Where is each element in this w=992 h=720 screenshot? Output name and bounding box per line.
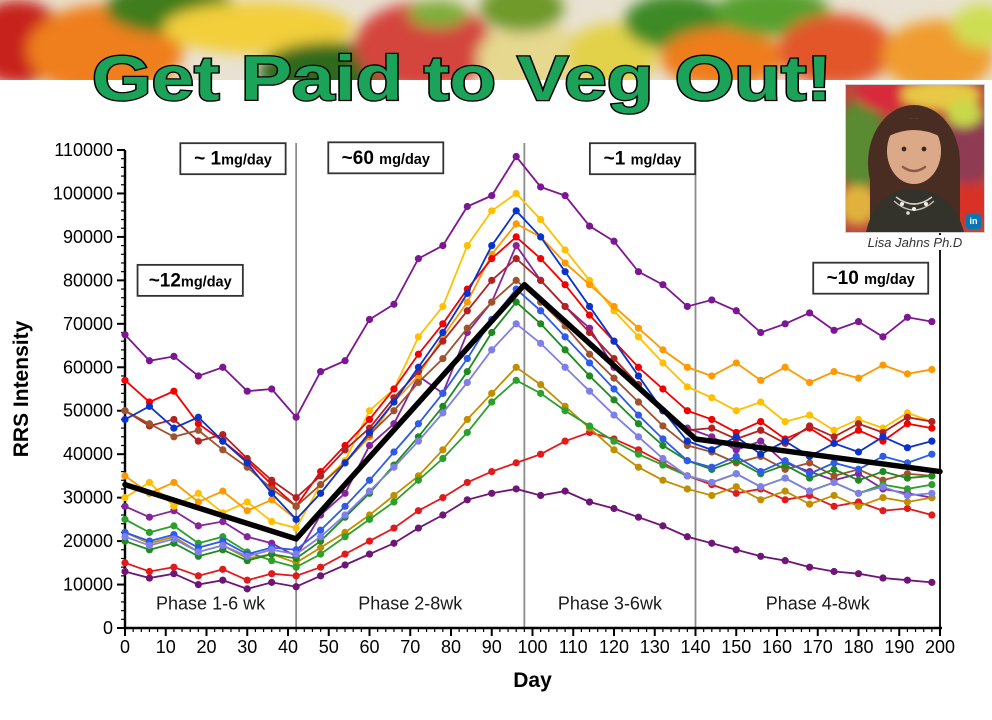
portrait-art [834, 75, 992, 232]
dose-annotation-box [179, 142, 287, 176]
phase-label: Phase 3-6wk [558, 593, 663, 613]
series-line [124, 300, 932, 562]
x-tick-label: 50 [319, 637, 339, 657]
y-axis-title: RRS Intensity [10, 320, 33, 457]
y-tick-label: 110000 [54, 140, 113, 160]
series-line [124, 322, 932, 558]
series-line [124, 222, 933, 521]
x-tick-label: 70 [400, 637, 420, 657]
produce-banner-image [0, 0, 992, 80]
x-tick-label: 130 [640, 637, 670, 657]
x-tick-label: 0 [120, 637, 130, 657]
series-line [124, 209, 933, 521]
series-gold [121, 189, 936, 532]
x-tick-label: 90 [482, 637, 502, 657]
dose-annotation-label: ~60 mg/day [342, 148, 430, 169]
slide-title: Get Paid to Veg Out! [88, 36, 848, 126]
series-purple-A [121, 152, 936, 421]
x-tick-label: 160 [762, 637, 792, 657]
x-axis-title: Day [513, 669, 552, 692]
dose-annotation: ~10 mg/day [812, 261, 930, 295]
slide-title-text: Get Paid to Veg Out! [92, 44, 832, 114]
series-brown [121, 276, 936, 510]
series-line [124, 192, 933, 530]
y-tick-label: 0 [103, 618, 113, 638]
series-blue-A [121, 207, 936, 523]
lisa-jahns-photo: in [834, 75, 992, 232]
x-tick-label: 20 [196, 637, 216, 657]
y-tick-label: 90000 [63, 227, 113, 247]
x-tick-label: 60 [359, 637, 379, 657]
dose-annotation-label: ~ 1mg/day [194, 149, 272, 170]
dose-annotation-box [136, 263, 244, 297]
x-tick-label: 10 [156, 637, 176, 657]
series-orange [121, 220, 936, 523]
dose-annotation: ~12mg/day [136, 263, 244, 297]
dose-annotation-box [327, 141, 445, 175]
y-tick-label: 70000 [63, 314, 113, 334]
dose-annotation-label: ~12mg/day [149, 270, 232, 291]
produce-banner-art [0, 0, 992, 80]
mean-line [122, 281, 943, 542]
dose-annotation: ~1 mg/day [588, 142, 697, 176]
profile-caption: Lisa Jahns Ph.D [846, 235, 984, 250]
y-tick-label: 60000 [63, 357, 113, 377]
x-tick-label: 100 [517, 637, 547, 657]
series-line [124, 287, 933, 556]
x-tick-label: 170 [803, 637, 833, 657]
x-tick-label: 150 [721, 637, 751, 657]
rrs-chart-svg: 0 10000 20000 30000 40000 50000 60000 70000 8000… [10, 140, 955, 692]
dose-annotation-box [812, 261, 930, 295]
x-tick-label: 120 [599, 637, 629, 657]
x-tick-label: 140 [680, 637, 710, 657]
x-tick-label: 30 [237, 637, 257, 657]
series-blue-B [121, 285, 936, 558]
x-tick-label: 110 [559, 637, 588, 657]
phase-label: Phase 2-8wk [358, 593, 463, 613]
series-line [124, 488, 932, 590]
series-line [124, 257, 933, 499]
series-purple-C [121, 485, 936, 593]
series-periwinkle [121, 320, 936, 560]
y-tick-label: 40000 [63, 444, 113, 464]
x-tick-label: 200 [925, 637, 955, 657]
phase-label: Phase 4-8wk [766, 593, 871, 613]
dose-annotation-label: ~10 mg/day [827, 268, 915, 289]
x-tick-label: 180 [843, 637, 873, 657]
dose-annotation: ~ 1mg/day [179, 142, 287, 176]
x-tick-label: 80 [441, 637, 461, 657]
series-line [124, 154, 933, 419]
dose-annotation: ~60 mg/day [327, 141, 445, 175]
y-tick-label: 30000 [63, 488, 113, 508]
y-tick-label: 10000 [63, 575, 113, 595]
y-tick-label: 50000 [63, 401, 113, 421]
x-tick-label: 40 [278, 637, 298, 657]
y-tick-label: 80000 [63, 270, 113, 290]
phase-label: Phase 1-6 wk [156, 593, 266, 613]
linkedin-icon: in [966, 214, 981, 229]
rrs-chart: 0 10000 20000 30000 40000 50000 60000 70000 8000… [0, 130, 992, 715]
y-tick-label: 100000 [53, 183, 113, 203]
dose-annotation-label: ~1 mg/day [604, 149, 682, 170]
dose-annotation-box [588, 142, 697, 176]
y-tick-label: 20000 [63, 531, 113, 551]
x-tick-label: 190 [884, 637, 914, 657]
